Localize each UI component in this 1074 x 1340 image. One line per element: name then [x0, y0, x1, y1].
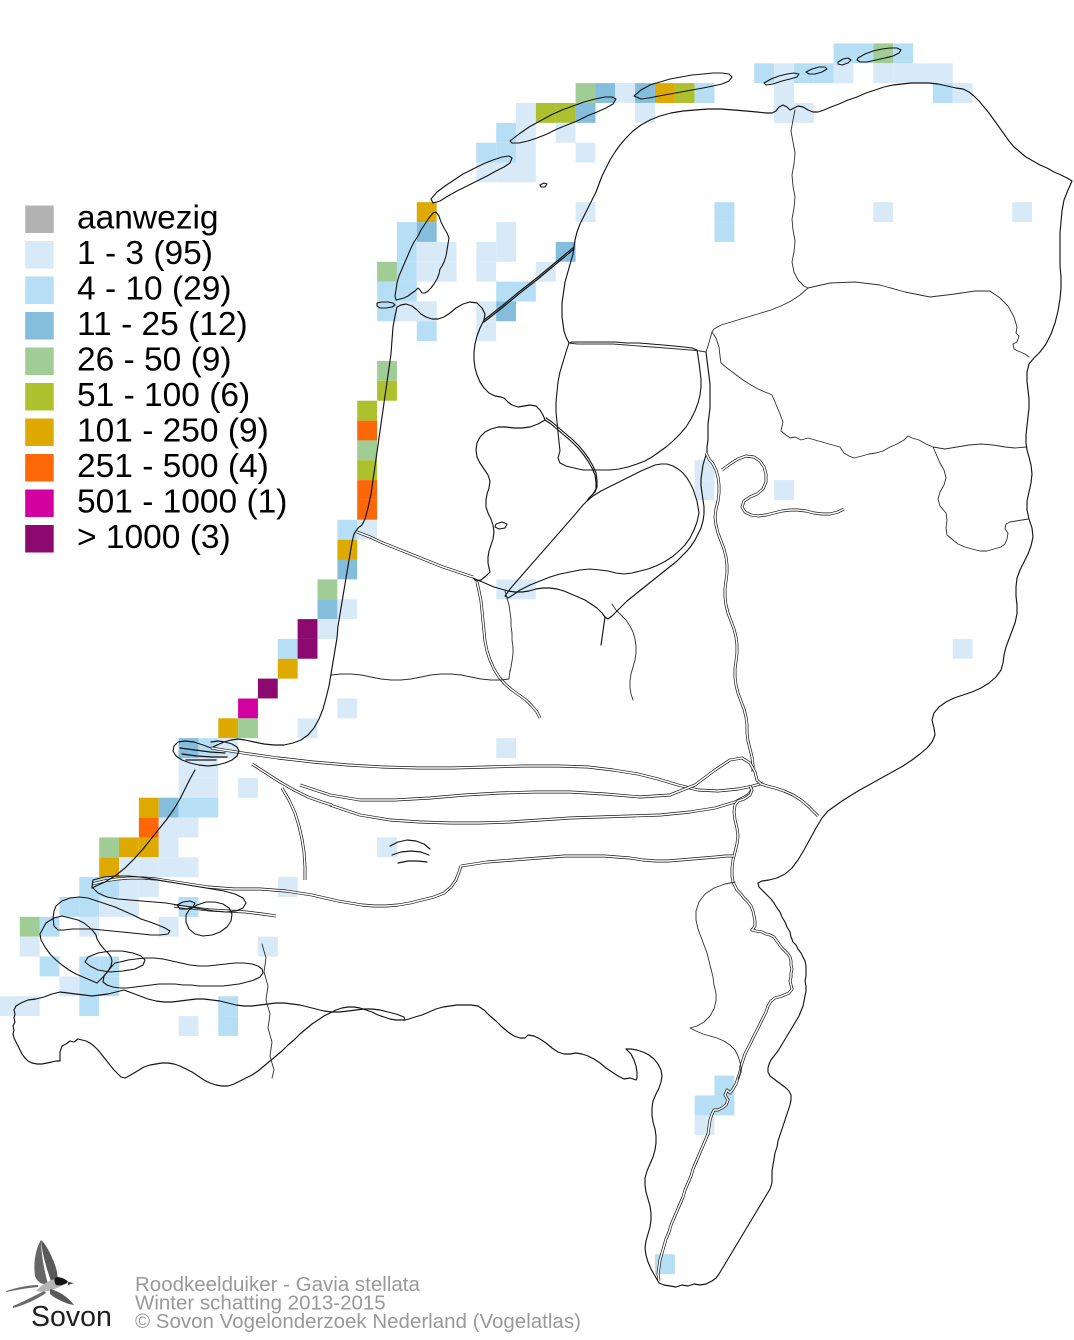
svg-text:1 - 3 (95): 1 - 3 (95): [77, 235, 213, 272]
svg-text:101 - 250 (9): 101 - 250 (9): [77, 412, 269, 449]
svg-text:51 - 100 (6): 51 - 100 (6): [77, 377, 250, 414]
svg-text:11 - 25 (12): 11 - 25 (12): [77, 306, 248, 343]
svg-text:Roodkeelduiker - Gavia stellat: Roodkeelduiker - Gavia stellata: [135, 1273, 420, 1296]
svg-text:> 1000 (3): > 1000 (3): [77, 519, 231, 556]
svg-text:26 - 50 (9): 26 - 50 (9): [77, 341, 232, 378]
svg-text:aanwezig: aanwezig: [77, 199, 219, 236]
svg-text:Winter schatting 2013-2015: Winter schatting 2013-2015: [135, 1292, 386, 1315]
svg-text:501 - 1000 (1): 501 - 1000 (1): [77, 483, 287, 520]
svg-text:© Sovon Vogelonderzoek Nederla: © Sovon Vogelonderzoek Nederland (Vogela…: [135, 1310, 581, 1333]
svg-text:251 - 500 (4): 251 - 500 (4): [77, 448, 269, 485]
svg-text:4 - 10 (29): 4 - 10 (29): [77, 270, 232, 307]
svg-text:Sovon: Sovon: [31, 1301, 112, 1333]
